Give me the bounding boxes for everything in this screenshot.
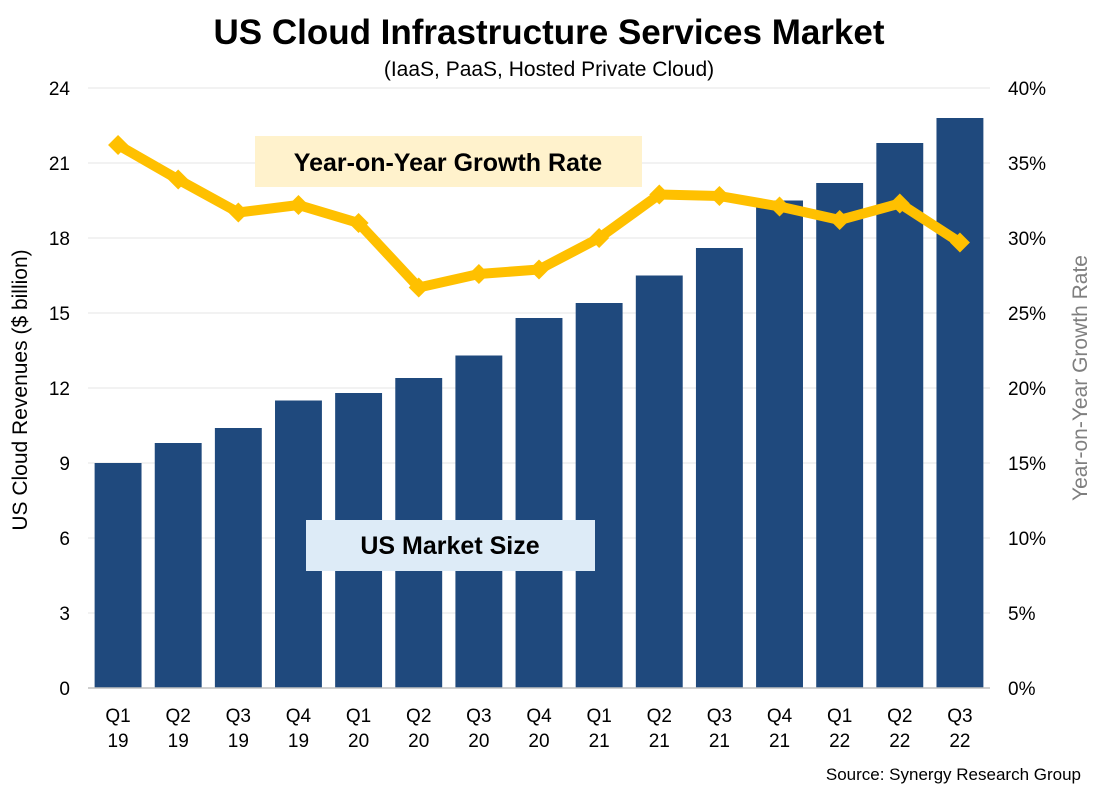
bar: [214, 428, 262, 688]
market-size-label: US Market Size: [360, 532, 539, 560]
growth-rate-label-box: [255, 136, 642, 187]
x-tick-label: Q4: [767, 706, 793, 727]
bar: [876, 143, 924, 688]
x-tick-label: 22: [889, 731, 910, 752]
left-tick-label: 15: [49, 304, 70, 325]
bar: [936, 118, 984, 688]
left-tick-label: 21: [49, 154, 70, 175]
growth-rate-point: [408, 277, 429, 298]
growth-rate-label: Year-on-Year Growth Rate: [294, 149, 603, 177]
x-tick-label: Q1: [827, 706, 852, 727]
x-tick-label: Q2: [887, 706, 912, 727]
right-tick-label: 15%: [1008, 454, 1046, 475]
growth-rate-point: [468, 264, 489, 284]
right-axis-label: Year-on-Year Growth Rate: [1069, 255, 1092, 501]
growth-rate-point: [348, 213, 369, 233]
x-tick-label: 19: [107, 731, 128, 752]
bar: [94, 463, 142, 688]
growth-rate-series: [108, 135, 970, 298]
x-tick-label: Q1: [105, 706, 130, 727]
chart-title: US Cloud Infrastructure Services Market: [213, 13, 884, 52]
x-tick-label: 20: [408, 731, 429, 752]
growth-rate-point: [949, 232, 970, 253]
bar: [695, 248, 743, 688]
left-tick-label: 9: [59, 454, 70, 475]
growth-rate-point: [228, 202, 249, 223]
bar: [515, 318, 563, 688]
growth-rate-point: [709, 186, 730, 206]
x-tick-label: Q2: [406, 706, 431, 727]
x-tick-label: Q3: [707, 706, 732, 727]
x-tick-label: 20: [528, 731, 549, 752]
x-tick-label: Q2: [166, 706, 191, 727]
left-tick-label: 12: [49, 379, 70, 400]
source-note: Source: Synergy Research Group: [826, 765, 1081, 784]
bar: [575, 303, 623, 688]
bar: [635, 275, 683, 688]
left-tick-label: 6: [59, 529, 70, 550]
growth-rate-point: [529, 259, 549, 280]
x-tick-label: 19: [228, 731, 249, 752]
right-tick-label: 0%: [1008, 679, 1036, 700]
left-tick-label: 18: [49, 229, 70, 250]
bar: [154, 443, 202, 688]
growth-rate-point: [649, 184, 670, 205]
x-tick-label: 21: [649, 731, 670, 752]
x-tick-label: 19: [288, 731, 309, 752]
x-tick-label: 19: [168, 731, 189, 752]
x-tick-label: Q2: [647, 706, 672, 727]
left-axis-label: US Cloud Revenues ($ billion): [9, 249, 32, 530]
chart-subtitle: (IaaS, PaaS, Hosted Private Cloud): [384, 58, 714, 81]
x-tick-label: Q4: [526, 706, 552, 727]
x-tick-label: Q3: [466, 706, 491, 727]
x-tick-label: 22: [949, 731, 970, 752]
growth-rate-point: [108, 135, 129, 155]
right-tick-label: 10%: [1008, 529, 1046, 550]
bar: [816, 183, 864, 688]
x-axis-ticks: Q1 19 Q2 19 Q3 19 Q4 19 Q1 20 Q2 20 Q3 20 Q4 20 Q1 21 Q2 21…: [105, 706, 972, 752]
x-tick-label: Q1: [586, 706, 611, 727]
x-tick-label: Q3: [226, 706, 251, 727]
x-tick-label: 21: [769, 731, 790, 752]
x-tick-label: 22: [829, 731, 850, 752]
growth-rate-point: [168, 169, 189, 190]
left-tick-label: 0: [59, 679, 70, 700]
right-tick-label: 35%: [1008, 154, 1046, 175]
left-tick-label: 24: [49, 79, 71, 100]
x-tick-label: Q4: [286, 706, 312, 727]
right-tick-label: 20%: [1008, 379, 1046, 400]
left-tick-label: 3: [59, 604, 70, 625]
growth-rate-point: [889, 193, 910, 214]
x-tick-label: 21: [589, 731, 610, 752]
growth-rate-point: [829, 210, 850, 230]
x-tick-label: Q1: [346, 706, 371, 727]
growth-rate-point: [589, 228, 610, 248]
right-tick-label: 5%: [1008, 604, 1036, 625]
right-axis-ticks: 0% 5% 10% 15% 20% 25% 30% 35% 40%: [1008, 79, 1046, 700]
bar-series: [94, 118, 984, 688]
right-tick-label: 40%: [1008, 79, 1046, 100]
growth-rate-point: [288, 195, 309, 215]
growth-rate-point: [769, 196, 790, 217]
right-tick-label: 25%: [1008, 304, 1046, 325]
right-tick-label: 30%: [1008, 229, 1046, 250]
x-tick-label: 20: [348, 731, 369, 752]
left-axis-ticks: 0 3 6 9 12 15 18 21 24: [49, 79, 71, 700]
x-tick-label: 21: [709, 731, 730, 752]
market-size-label-box: [306, 520, 595, 571]
x-tick-label: Q3: [947, 706, 972, 727]
x-tick-label: 20: [468, 731, 489, 752]
bar: [756, 200, 803, 688]
